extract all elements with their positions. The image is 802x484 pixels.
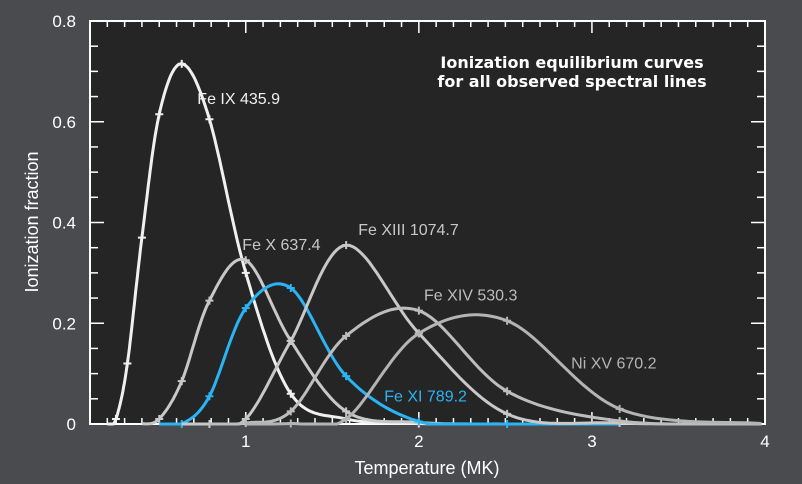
data-point-marker [342,372,351,381]
data-point-marker [123,359,132,368]
data-point-marker [503,409,512,418]
series-label: Fe XIII 1074.7 [358,222,459,239]
data-point-marker [414,417,423,426]
series-line [209,306,762,426]
y-tick-label: 0.6 [52,113,76,132]
data-point-marker [342,241,351,250]
data-point-marker [342,407,351,416]
data-point-marker [286,389,295,398]
series-label: Ni XV 670.2 [571,356,656,373]
data-point-marker [241,304,250,313]
series-label: Fe X 637.4 [242,237,320,254]
y-tick-label: 0.4 [52,214,76,233]
data-point-marker [342,414,351,423]
data-point-marker [286,419,295,428]
data-point-marker [205,392,214,401]
data-point-marker [503,387,512,396]
data-point-marker [503,316,512,325]
series-curves [106,59,762,428]
x-tick-label: 2 [414,432,423,451]
series-label: Fe XI 789.2 [384,388,467,405]
x-tick-label: 3 [587,432,596,451]
data-point-marker [205,115,214,124]
series-label: Fe XIV 530.3 [424,288,517,305]
data-point-marker [241,256,250,265]
y-tick-label: 0.8 [52,12,76,31]
data-point-marker [503,420,512,428]
series-labels: Fe IX 435.9 Fe X 637.4 Fe XI 789.2 Fe XIII … [197,91,656,405]
data-point-marker [414,329,423,338]
series-line [106,62,508,426]
data-point-marker [155,110,164,119]
data-point-marker [205,296,214,305]
chart-title-line-1: Ionization equilibrium curves [440,53,703,72]
y-tick-label: 0 [67,415,76,434]
chart-title-line-2: for all observed spectral lines [437,72,706,91]
data-point-marker [414,306,423,315]
data-point-marker [177,377,186,386]
data-point-marker [241,268,250,277]
data-point-marker [615,404,624,413]
data-point-marker [286,336,295,345]
data-point-marker [137,233,146,242]
x-axis-label: Temperature (MK) [354,458,499,478]
data-point-marker [615,416,624,425]
plot-background [89,20,766,425]
x-tick-label: 4 [760,432,769,451]
y-tick-label: 0.2 [52,314,76,333]
data-point-marker [111,414,120,423]
data-point-marker [286,283,295,292]
data-point-marker [177,59,186,68]
x-tick-label: 1 [241,432,250,451]
data-point-marker [155,414,164,423]
series-label: Fe IX 435.9 [197,91,280,108]
data-point-marker [342,331,351,340]
data-point-marker [286,407,295,416]
y-axis-label: Ionization fraction [22,151,42,292]
